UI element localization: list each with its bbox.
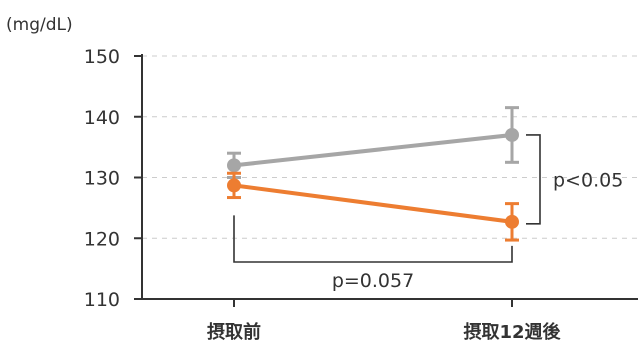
bracket-bottom <box>233 215 513 263</box>
series-1 <box>227 171 519 242</box>
y-tick-label-140: 140 <box>84 107 120 129</box>
series-0 <box>227 106 519 179</box>
x-category-label-1: 摂取12週後 <box>463 321 561 343</box>
series-1-line <box>233 183 513 224</box>
x-category-label-0: 摂取前 <box>207 321 261 343</box>
p-value-right-label: p<0.05 <box>553 169 623 191</box>
series-1-point-0 <box>227 178 241 193</box>
y-tick-label-150: 150 <box>84 46 120 68</box>
data-series <box>227 106 519 242</box>
y-tick-label-110: 110 <box>84 289 120 311</box>
series-0-line <box>233 132 513 168</box>
y-tick-label-130: 130 <box>84 168 120 190</box>
y-tick-label-120: 120 <box>84 228 120 250</box>
gridlines <box>142 55 638 239</box>
y-axis-ticks: 110 120 130 140 150 <box>84 46 142 311</box>
x-axis-categories: 摂取前 摂取12週後 <box>207 299 562 343</box>
y-axis-unit-label: (mg/dL) <box>6 15 73 35</box>
bracket-right <box>526 134 541 225</box>
series-0-point-0 <box>227 158 241 173</box>
significance-brackets: p<0.05 p=0.057 <box>233 134 623 292</box>
p-value-bottom-label: p=0.057 <box>332 270 414 292</box>
series-0-point-1 <box>505 127 519 142</box>
series-1-point-1 <box>505 214 519 229</box>
